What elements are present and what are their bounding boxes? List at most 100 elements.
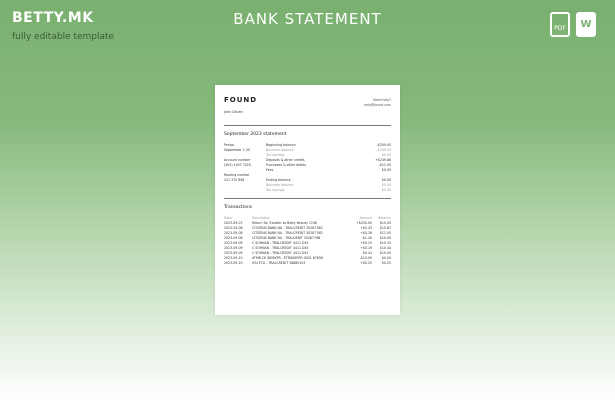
account-value: September 1-30: [224, 148, 250, 152]
help-text: Need help?: [373, 98, 391, 102]
table-row: 2023-09-09 C SOHNAB - TRALCREDIT 4411 D45…: [224, 246, 391, 251]
summary-row: Business balance -$209.00: [266, 148, 391, 153]
table-row: 2023-09-07 Return for Transfer to Betty B…: [224, 221, 391, 226]
statement-title: September 2023 statement: [224, 132, 287, 137]
divider: [224, 125, 391, 126]
cell: $0.44: [362, 251, 372, 255]
customer-name: John Citizen: [224, 110, 243, 114]
cell: 2023-09-08: [224, 231, 243, 235]
cell: ATMB CK WEBXFR - ETRANSFER 0001 67858: [252, 256, 323, 260]
cell: +$0.25: [360, 261, 372, 265]
col-description: Description: [252, 216, 271, 220]
table-row: 2023-09-08 CITIZENS BANK NA - TRALCREDIT …: [224, 226, 391, 231]
transactions-title: Transactions: [224, 205, 253, 210]
cell: 2023-09-09: [224, 246, 243, 250]
summary-row: Tax savings $0.00: [266, 188, 391, 193]
cell: 2023-09-08: [224, 226, 243, 230]
table-row: 2023-09-08 CITIZENS BANK NA - TRALDEBIT 3…: [224, 236, 391, 241]
cell: -$10.00: [359, 256, 372, 260]
cell: $10.87: [379, 226, 391, 230]
summary-value: $0.00: [381, 188, 391, 192]
summary-value: -$11.00: [378, 163, 391, 167]
word-icon: W: [576, 12, 596, 37]
summary-value: $0.00: [381, 153, 391, 157]
page-title: BANK STATEMENT: [233, 10, 382, 28]
summary-label: Beginning balance: [266, 143, 296, 147]
cell: +$0.26: [360, 231, 372, 235]
cell: $11.05: [379, 231, 391, 235]
summary-label: Ending balance: [266, 178, 291, 182]
brand-logo: BETTY.MK: [12, 10, 94, 26]
cell: $0.25: [381, 261, 391, 265]
cell: +$0.43: [360, 226, 372, 230]
table-row: 2023-09-09 C SOHNAB - TRALCREDIT 4411 D45…: [224, 241, 391, 246]
cell: 2023-09-07: [224, 221, 243, 225]
summary-label: Tax savings: [266, 188, 285, 192]
col-date: Date: [224, 216, 232, 220]
bank-logo: FOUND: [224, 96, 258, 104]
summary-value: +$249.86: [375, 158, 391, 162]
summary-value: $0.00: [381, 168, 391, 172]
summary-label: Business balance: [266, 183, 294, 187]
cell: $10.00: [379, 236, 391, 240]
summary-row: Purchases & other debits -$11.00: [266, 163, 391, 168]
cell: 2023-09-20: [224, 261, 243, 265]
help-block: Need help? help@found.com: [364, 98, 391, 108]
cell: IOU FCU - TRALCREDIT 38880103: [252, 261, 306, 265]
tagline: fully editable template: [12, 32, 115, 42]
cell: CITIZENS BANK NA - TRALCREDIT 3028776D: [252, 231, 323, 235]
summary-row: Business balance $0.00: [266, 183, 391, 188]
table-row: 2023-09-10 ATMB CK WEBXFR - ETRANSFER 000…: [224, 256, 391, 261]
account-value: (504) 1407 7020: [224, 163, 251, 167]
account-label: Account number: [224, 158, 251, 162]
cell: 2023-09-10: [224, 256, 243, 260]
summary-row: Beginning balance -$209.00: [266, 143, 391, 148]
cell: C SOHNAB - TRALCREDIT 4411 D45: [252, 241, 309, 245]
summary-value: -$209.00: [376, 143, 391, 147]
summary-label: Deposits & other credits: [266, 158, 305, 162]
transactions-table: 2023-09-07 Return for Transfer to Betty B…: [224, 221, 391, 266]
cell: CITIZENS BANK NA - TRALCREDIT 3028776D: [252, 226, 323, 230]
document-header: FOUND Need help? help@found.com: [224, 96, 391, 108]
cell: C SOHNAB - TRALCREDIT 4411 D47: [252, 251, 309, 255]
summary-value: $0.00: [381, 183, 391, 187]
summary-label: Business balance: [266, 148, 294, 152]
summary-row: Deposits & other credits +$249.86: [266, 158, 391, 163]
summary-row: Fees $0.00: [266, 168, 391, 173]
cell: $0.00: [381, 256, 391, 260]
balance-summary: Beginning balance -$209.00 Business balanc…: [266, 143, 391, 193]
table-row: 2023-09-08 CITIZENS BANK NA - TRALCREDIT …: [224, 231, 391, 236]
cell: 2023-09-09: [224, 251, 243, 255]
pdf-icon: PDF: [550, 12, 570, 37]
help-email: help@found.com: [363, 103, 391, 107]
summary-value: $0.00: [381, 178, 391, 182]
account-label: Routing number: [224, 173, 250, 177]
summary-row: Ending balance $0.00: [266, 178, 391, 183]
cell: $10.44: [379, 246, 391, 250]
table-header: Date Description Amount Balance: [224, 216, 391, 221]
summary-label: Fees: [266, 168, 274, 172]
cell: +$0.19: [360, 246, 372, 250]
cell: 2023-09-08: [224, 236, 243, 240]
summary-value: -$209.00: [376, 148, 391, 152]
summary-label: Purchases & other debits: [266, 163, 306, 167]
cell: +$250.00: [356, 221, 372, 225]
cell: -$1.40: [361, 236, 372, 240]
cell: 2023-09-09: [224, 241, 243, 245]
cell: Return for Transfer to Betty Beauty 1196: [252, 221, 317, 225]
account-value: 211 370 898: [224, 178, 245, 182]
summary-label: Tax savings: [266, 153, 285, 157]
cell: $10.25: [379, 241, 391, 245]
summary-row: Tax savings $0.00: [266, 153, 391, 158]
col-balance: Balance: [378, 216, 391, 220]
statement-document: FOUND Need help? help@found.com John Cit…: [215, 85, 400, 315]
table-row: 2023-09-09 C SOHNAB - TRALCREDIT 4411 D47…: [224, 251, 391, 256]
account-info: Period September 1-30 Account number (504) …: [224, 143, 260, 193]
table-row: 2023-09-20 IOU FCU - TRALCREDIT 38880103 +…: [224, 261, 391, 266]
cell: $10.00: [379, 221, 391, 225]
cell: $10.00: [379, 251, 391, 255]
divider: [224, 198, 391, 199]
cell: CITIZENS BANK NA - TRALDEBIT 3028776B: [252, 236, 321, 240]
col-amount: Amount: [359, 216, 372, 220]
account-label: Period: [224, 143, 234, 147]
